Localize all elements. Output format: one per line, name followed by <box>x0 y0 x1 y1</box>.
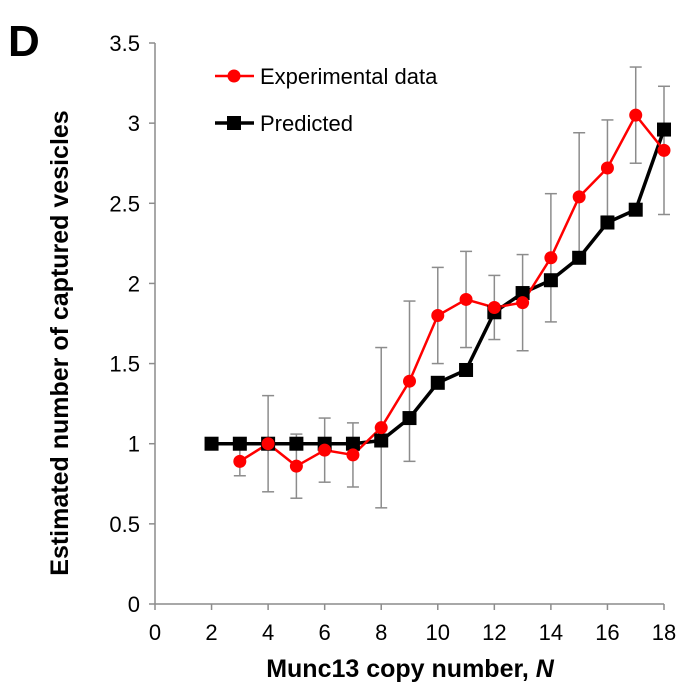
predicted-point <box>430 375 445 390</box>
x-axis-title-main: Munc13 copy number, <box>266 655 536 683</box>
legend-predicted-marker <box>227 116 241 130</box>
x-axis-title-italic: N <box>536 655 555 683</box>
experimental-point <box>346 448 360 462</box>
experimental-point <box>318 443 332 457</box>
y-tick-label: 0 <box>128 592 140 617</box>
predicted-point <box>402 411 417 426</box>
experimental-point <box>459 292 473 306</box>
x-tick-label: 14 <box>539 620 563 645</box>
experimental-point <box>629 108 643 122</box>
experimental-line <box>239 112 665 468</box>
x-axis-title: Munc13 copy number, N <box>266 655 555 683</box>
predicted-point <box>628 202 643 217</box>
predicted-point <box>459 362 474 377</box>
x-tick-label: 10 <box>426 620 450 645</box>
predicted-point <box>572 250 587 265</box>
x-tick-label: 2 <box>205 620 217 645</box>
predicted-point <box>543 273 558 288</box>
legend: Experimental data Predicted <box>215 64 438 136</box>
predicted-point <box>232 436 247 451</box>
predicted-point <box>600 215 615 230</box>
y-tick-label: 3 <box>128 111 140 136</box>
y-axis-title-group: Estimated number of captured vesicles <box>46 110 74 575</box>
y-tick-label: 2 <box>128 271 140 296</box>
experimental-point <box>289 459 303 473</box>
y-tick-label: 1 <box>128 432 140 457</box>
experimental-point <box>487 300 501 314</box>
predicted-point <box>345 436 360 451</box>
legend-predicted-label: Predicted <box>260 111 353 136</box>
y-tick-label: 3.5 <box>109 31 140 56</box>
y-tick-label: 2.5 <box>109 191 140 216</box>
x-tick-label: 6 <box>319 620 331 645</box>
experimental-point <box>261 437 275 451</box>
legend-experimental-label: Experimental data <box>260 64 438 89</box>
panel-label: D <box>8 17 40 66</box>
predicted-point <box>374 433 389 448</box>
x-tick-label: 16 <box>595 620 619 645</box>
x-tick-label: 18 <box>652 620 676 645</box>
x-ticks: 0 2 4 6 8 10 12 14 16 18 <box>149 604 676 645</box>
experimental-point <box>233 454 247 468</box>
predicted-point <box>515 286 530 301</box>
experimental-point <box>600 161 614 175</box>
y-tick-label: 1.5 <box>109 352 140 377</box>
x-tick-label: 8 <box>375 620 387 645</box>
y-ticks: 0 0.5 1 1.5 2 2.5 3 3.5 <box>109 31 155 617</box>
experimental-point <box>403 374 416 388</box>
legend-experimental-marker <box>227 69 241 83</box>
experimental-point <box>572 190 586 204</box>
experimental-point <box>657 143 671 157</box>
experimental-point <box>516 296 530 310</box>
x-tick-label: 12 <box>482 620 506 645</box>
y-tick-label: 0.5 <box>109 512 140 537</box>
y-axis-title: Estimated number of captured vesicles <box>46 110 74 575</box>
predicted-point <box>657 122 671 137</box>
experimental-point <box>374 421 388 435</box>
predicted-point <box>289 436 304 451</box>
predicted-point <box>204 436 219 451</box>
axes <box>154 43 664 605</box>
x-tick-label: 4 <box>262 620 274 645</box>
x-tick-label: 0 <box>149 620 161 645</box>
experimental-point <box>544 251 558 265</box>
experimental-point <box>431 308 445 322</box>
series-layer <box>204 108 671 473</box>
